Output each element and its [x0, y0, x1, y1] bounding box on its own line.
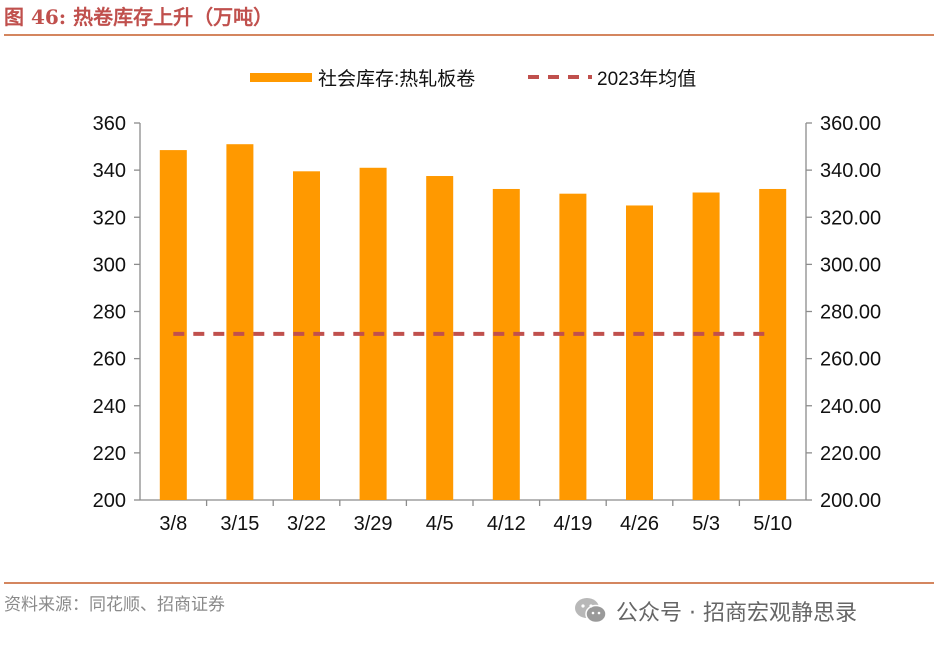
source-note: 资料来源：同花顺、招商证券	[4, 595, 225, 615]
y-tick-label-left: 240	[93, 396, 126, 418]
x-tick-label: 3/8	[159, 513, 187, 535]
figure-title: 图 46: 热卷库存上升（万吨）	[4, 5, 274, 29]
y-tick-label-left: 320	[93, 207, 126, 229]
x-tick-label: 4/26	[620, 513, 659, 535]
x-tick-label: 3/15	[220, 513, 259, 535]
watermark: 公众号 · 招商宏观静思录	[574, 596, 857, 626]
y-tick-label-left: 300	[93, 254, 126, 276]
legend: 社会库存:热轧板卷 2023年均值	[250, 68, 696, 90]
watermark-text: 公众号 · 招商宏观静思录	[616, 601, 857, 626]
bar	[759, 188, 787, 500]
legend-line-label: 2023年均值	[597, 68, 696, 90]
y-tick-label-left: 360	[93, 113, 126, 135]
y-tick-label-left: 200	[93, 490, 126, 512]
x-tick-label: 3/29	[354, 513, 393, 535]
x-tick-label: 5/10	[753, 513, 792, 535]
y-tick-label-right: 340.00	[820, 160, 881, 182]
y-tick-label-right: 300.00	[820, 254, 881, 276]
y-tick-label-left: 220	[93, 443, 126, 465]
axes: 200 220 240 260 280 300 320 340 360 200.00 220.00 2…	[93, 113, 882, 535]
bottom-rule	[4, 582, 934, 584]
y-tick-label-left: 280	[93, 302, 126, 324]
y-tick-label-right: 280.00	[820, 302, 881, 324]
x-tick-label: 4/19	[553, 513, 592, 535]
bars	[159, 144, 787, 501]
bar	[692, 192, 720, 500]
y-tick-label-left: 340	[93, 160, 126, 182]
x-tick-label: 3/22	[287, 513, 326, 535]
y-tick-label-left: 260	[93, 349, 126, 371]
y-tick-label-right: 240.00	[820, 396, 881, 418]
x-tick-label: 4/12	[487, 513, 526, 535]
top-rule	[4, 34, 934, 36]
x-tick-label: 4/5	[426, 513, 454, 535]
legend-bar-label: 社会库存:热轧板卷	[318, 68, 475, 90]
bar	[426, 176, 454, 500]
y-tick-label-right: 200.00	[820, 490, 881, 512]
bar	[626, 205, 653, 500]
bar	[226, 144, 254, 501]
wechat-icon	[575, 598, 607, 624]
y-tick-label-right: 360.00	[820, 113, 881, 135]
x-tick-label: 5/3	[692, 513, 720, 535]
y-tick-label-right: 260.00	[820, 349, 881, 371]
y-tick-label-right: 220.00	[820, 443, 881, 465]
y-tick-label-right: 320.00	[820, 207, 881, 229]
bar	[492, 188, 520, 500]
chart: 社会库存:热轧板卷 2023年均值 200 220 240 260 280 300 320 3…	[93, 68, 882, 535]
legend-bar-swatch	[250, 73, 312, 82]
bar	[559, 193, 587, 500]
bar	[159, 150, 187, 501]
